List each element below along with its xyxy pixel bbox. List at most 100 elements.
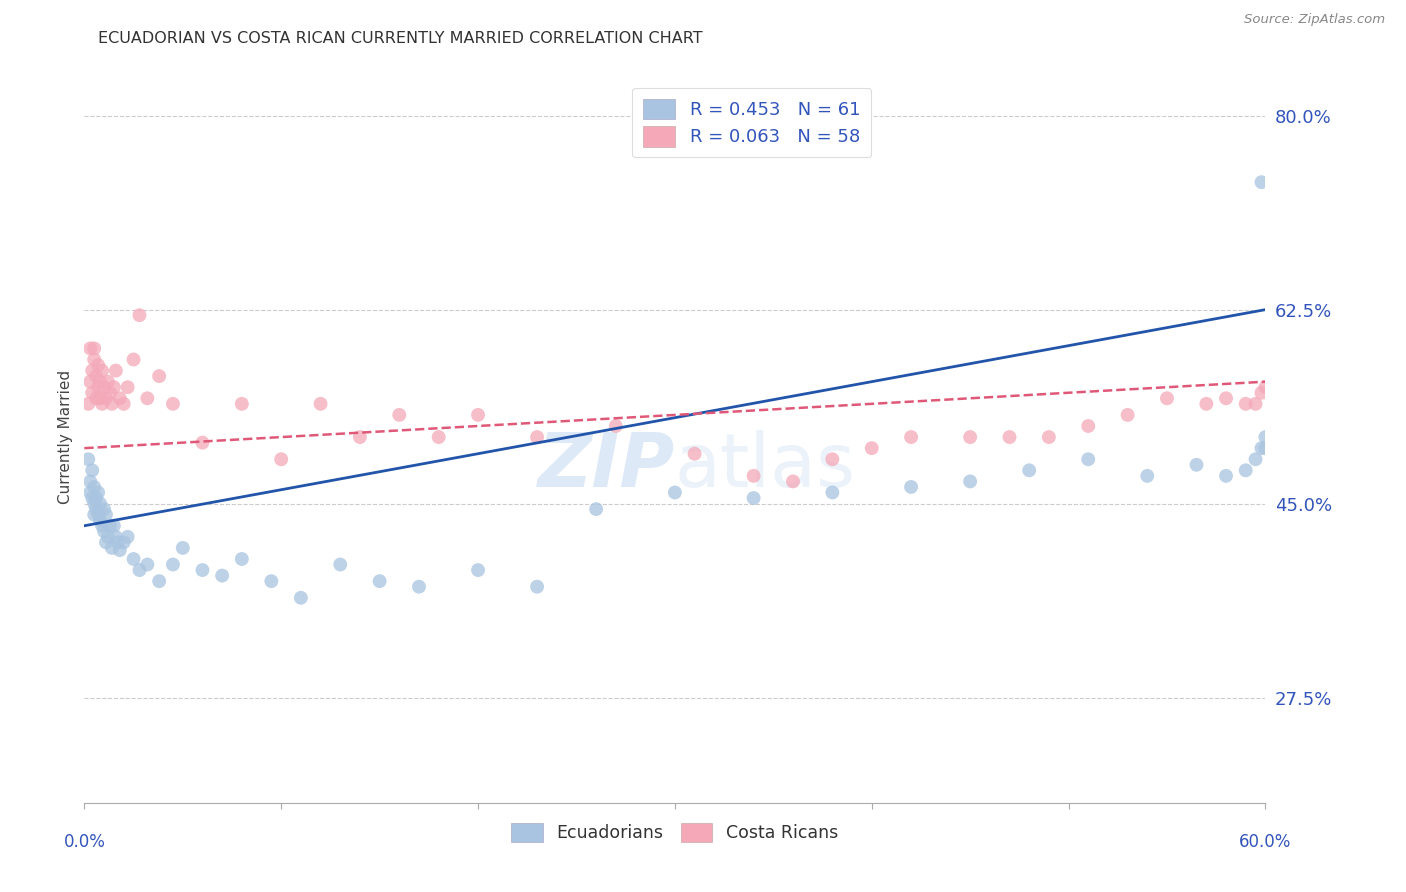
Point [1077, 419, 1099, 434]
Point [231, 552, 253, 566]
Point [77, 452, 100, 467]
Text: atlas: atlas [675, 430, 856, 503]
Point [742, 468, 765, 483]
Point [84, 369, 107, 384]
Point [82, 385, 104, 400]
Point [87, 380, 110, 394]
Point [79, 485, 101, 500]
Point [84, 491, 107, 505]
Point [1234, 397, 1257, 411]
Point [191, 435, 214, 450]
Point [1250, 441, 1272, 455]
Point [82, 463, 104, 477]
Point [89, 497, 111, 511]
Point [122, 552, 145, 566]
Point [103, 380, 125, 394]
Point [89, 392, 111, 406]
Point [860, 441, 883, 455]
Point [329, 558, 352, 572]
Point [1215, 392, 1237, 406]
Point [1136, 468, 1159, 483]
Point [103, 518, 125, 533]
Point [605, 419, 627, 434]
Point [94, 508, 117, 522]
Point [1254, 441, 1277, 455]
Point [136, 392, 159, 406]
Point [98, 518, 121, 533]
Point [91, 397, 114, 411]
Point [467, 408, 489, 422]
Point [82, 491, 104, 505]
Point [467, 563, 489, 577]
Point [112, 535, 135, 549]
Point [900, 480, 922, 494]
Point [388, 408, 411, 422]
Point [821, 452, 844, 467]
Point [79, 475, 101, 489]
Point [162, 397, 184, 411]
Point [1185, 458, 1208, 472]
Point [1250, 385, 1272, 400]
Point [98, 385, 121, 400]
Point [309, 397, 332, 411]
Point [91, 363, 114, 377]
Text: ECUADORIAN VS COSTA RICAN CURRENTLY MARRIED CORRELATION CHART: ECUADORIAN VS COSTA RICAN CURRENTLY MARR… [98, 31, 703, 46]
Point [368, 574, 391, 589]
Point [172, 541, 194, 555]
Point [191, 563, 214, 577]
Point [83, 480, 105, 494]
Point [683, 447, 706, 461]
Point [117, 380, 139, 394]
Point [408, 580, 430, 594]
Point [1254, 380, 1277, 394]
Point [1244, 452, 1267, 467]
Point [97, 375, 120, 389]
Point [1195, 397, 1218, 411]
Point [821, 485, 844, 500]
Point [89, 513, 111, 527]
Point [108, 392, 131, 406]
Point [101, 397, 124, 411]
Point [79, 375, 101, 389]
Point [122, 352, 145, 367]
Point [91, 518, 114, 533]
Point [1038, 430, 1060, 444]
Point [290, 591, 312, 605]
Text: 0.0%: 0.0% [63, 833, 105, 851]
Point [84, 392, 107, 406]
Point [104, 363, 127, 377]
Point [108, 543, 131, 558]
Point [1215, 468, 1237, 483]
Point [231, 397, 253, 411]
Text: 60.0%: 60.0% [1239, 833, 1292, 851]
Point [84, 502, 107, 516]
Point [93, 380, 115, 394]
Point [1254, 430, 1277, 444]
Point [83, 352, 105, 367]
Point [83, 508, 105, 522]
Point [128, 563, 150, 577]
Point [349, 430, 371, 444]
Y-axis label: Currently Married: Currently Married [58, 370, 73, 504]
Point [89, 375, 111, 389]
Point [585, 502, 607, 516]
Point [136, 558, 159, 572]
Point [1244, 397, 1267, 411]
Point [148, 574, 170, 589]
Point [1156, 392, 1178, 406]
Point [83, 497, 105, 511]
Point [211, 568, 233, 582]
Point [128, 308, 150, 322]
Point [94, 535, 117, 549]
Point [97, 530, 120, 544]
Point [664, 485, 686, 500]
Point [742, 491, 765, 505]
Point [1250, 175, 1272, 189]
Point [107, 535, 129, 549]
Point [427, 430, 450, 444]
Point [1018, 463, 1040, 477]
Text: ZIP: ZIP [537, 430, 675, 503]
Point [162, 558, 184, 572]
Point [117, 530, 139, 544]
Point [77, 397, 100, 411]
